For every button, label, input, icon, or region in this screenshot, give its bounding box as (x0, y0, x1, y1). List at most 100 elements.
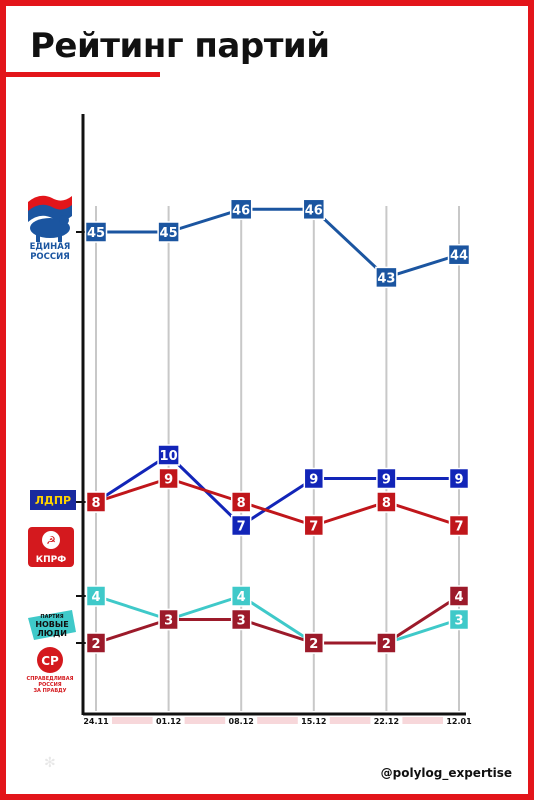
axis-band (329, 717, 371, 724)
hammer-sickle-logo: ☭ КПРФ (28, 527, 74, 567)
data-point-er: 45 (157, 221, 180, 243)
data-label: 9 (454, 473, 463, 488)
data-point-er: 45 (84, 221, 108, 243)
data-label: 9 (382, 473, 391, 488)
data-point-er: 44 (447, 243, 471, 266)
x-tick-label: 15.12 (301, 717, 326, 726)
data-point-kprf: 8 (376, 491, 397, 513)
data-label: 3 (164, 614, 173, 629)
data-point-nl: 3 (448, 608, 470, 631)
data-point-sr: 2 (303, 632, 325, 654)
series-line-ldpr (95, 453, 459, 527)
data-point-kprf: 7 (303, 514, 325, 537)
data-point-kprf: 7 (448, 514, 470, 537)
data-label-box (85, 585, 107, 607)
data-label-box (84, 221, 108, 243)
data-label: 44 (450, 249, 468, 264)
series-line-kprf (95, 477, 460, 527)
x-tick-label: 24.11 (83, 717, 109, 726)
party-name: ЛЮДИ (37, 629, 67, 638)
x-tick-label: 12.01 (446, 717, 472, 726)
data-label: 2 (91, 637, 100, 652)
data-label-box (375, 266, 398, 289)
party-name: РОССИЯ (38, 682, 61, 688)
axis-band (112, 717, 153, 724)
data-label: 45 (87, 226, 105, 241)
data-point-sr: 4 (448, 585, 470, 607)
data-label-box (229, 198, 253, 221)
data-label: 43 (377, 271, 395, 286)
x-tick-label: 08.12 (229, 717, 254, 726)
data-label-box (448, 585, 470, 607)
data-label: 3 (454, 614, 463, 629)
data-label-box (85, 632, 107, 654)
party-name: ЕДИНАЯ (30, 242, 71, 252)
data-point-ldpr: 10 (157, 444, 180, 466)
data-label: 4 (454, 590, 463, 605)
data-label: 46 (232, 203, 250, 218)
party-name: СР (41, 654, 59, 668)
title-underline (6, 72, 160, 77)
party-name: РОССИЯ (30, 252, 70, 262)
data-label: 7 (454, 520, 463, 535)
data-label-box (85, 491, 107, 513)
party-rating-chart: ЕДИНАЯРОССИЯЛДПР☭КПРФПАРТИЯНОВЫЕЛЮДИСРСП… (27, 114, 472, 726)
data-label-box (230, 514, 252, 537)
data-label-box (376, 467, 397, 490)
data-point-sr: 2 (376, 632, 397, 654)
ldpr-logo: ЛДПР (30, 490, 76, 510)
svg-text:☭: ☭ (46, 534, 56, 547)
data-label: 9 (164, 473, 173, 488)
x-tick-label: 01.12 (156, 717, 181, 726)
x-tick-labels: 24.11 01.12 08.12 15.12 22.12 12.01 (83, 717, 472, 726)
party-name: ЗА ПРАВДУ (33, 688, 66, 694)
data-label-box (376, 491, 397, 513)
axis-band (184, 717, 226, 724)
data-label: 7 (237, 520, 246, 535)
data-label-box (157, 444, 180, 466)
data-label-box (158, 608, 179, 631)
axis-band (257, 717, 298, 724)
data-label-box (448, 608, 470, 631)
party-logos: ЕДИНАЯРОССИЯЛДПР☭КПРФПАРТИЯНОВЫЕЛЮДИСРСП… (27, 195, 76, 694)
data-point-sr: 2 (85, 632, 107, 654)
party-name: КПРФ (36, 555, 66, 565)
data-label-box (157, 221, 180, 243)
data-point-kprf: 8 (85, 491, 107, 513)
data-label: 46 (305, 203, 323, 218)
data-point-nl: 4 (230, 585, 252, 607)
chart-title: Рейтинг партий (30, 26, 330, 66)
data-label-box (376, 632, 397, 654)
data-labels: 4545464643448107999898787434223233224 (84, 198, 471, 654)
gridlines (95, 206, 460, 711)
data-point-sr: 3 (230, 608, 252, 631)
data-point-kprf: 8 (230, 491, 252, 513)
data-point-ldpr: 9 (303, 467, 325, 490)
data-point-ldpr: 9 (376, 467, 397, 490)
snowflake-icon: ✻ (44, 754, 56, 770)
data-label-box (230, 608, 252, 631)
data-label: 45 (160, 226, 178, 241)
data-point-nl: 4 (85, 585, 107, 607)
data-point-sr: 3 (158, 608, 179, 631)
footer-handle: @polylog_expertise (380, 766, 512, 780)
data-label-box (230, 491, 252, 513)
data-point-kprf: 9 (158, 467, 179, 490)
party-name: ЛДПР (35, 494, 71, 507)
data-label-box (302, 198, 326, 221)
data-label: 7 (309, 520, 318, 535)
data-label: 8 (382, 496, 391, 511)
data-label-box (448, 467, 470, 490)
axes (76, 114, 466, 724)
data-point-ldpr: 7 (230, 514, 252, 537)
data-point-er: 46 (229, 198, 253, 221)
data-label: 8 (237, 496, 246, 511)
series-line-sr (95, 594, 460, 645)
axis-band (402, 717, 443, 724)
data-label: 9 (309, 473, 318, 488)
data-label: 2 (382, 637, 391, 652)
